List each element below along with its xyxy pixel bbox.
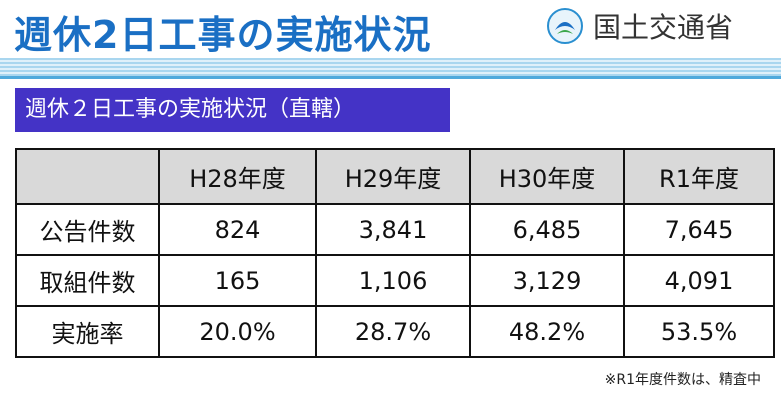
table-cell: 165: [158, 254, 317, 307]
row-header: 実施率: [15, 305, 160, 358]
table-cell: 1,106: [315, 254, 471, 307]
table-cell: 3,129: [469, 254, 625, 307]
row-header: 取組件数: [15, 254, 160, 307]
table-cell: 4,091: [623, 254, 775, 307]
table-row: 実施率 20.0% 28.7% 48.2% 53.5%: [15, 305, 775, 358]
column-header: R1年度: [623, 148, 775, 205]
logo-icon: [547, 8, 583, 44]
table-row: 取組件数 165 1,106 3,129 4,091: [15, 254, 775, 307]
header-line: [0, 76, 781, 79]
table-cell: 53.5%: [623, 305, 775, 358]
table-cell: 7,645: [623, 203, 775, 256]
corner-cell: [15, 148, 160, 205]
column-header: H28年度: [158, 148, 317, 205]
page-title: 週休2日工事の実施状況: [14, 13, 432, 57]
header-band: [0, 58, 781, 78]
header-row: H28年度 H29年度 H30年度 R1年度: [15, 148, 775, 205]
table-cell: 824: [158, 203, 317, 256]
column-header: H29年度: [315, 148, 471, 205]
row-header: 公告件数: [15, 203, 160, 256]
logo-text: 国土交通省: [593, 11, 734, 44]
table-cell: 20.0%: [158, 305, 317, 358]
table-cell: 3,841: [315, 203, 471, 256]
table-cell: 48.2%: [469, 305, 625, 358]
table-row: 公告件数 824 3,841 6,485 7,645: [15, 203, 775, 256]
table-cell: 28.7%: [315, 305, 471, 358]
data-table: H28年度 H29年度 H30年度 R1年度 公告件数 824 3,841 6,485 7,64…: [15, 148, 775, 358]
column-header: H30年度: [469, 148, 625, 205]
section-title: 週休２日工事の実施状況（直轄）: [15, 88, 450, 132]
logo: 国土交通省: [545, 6, 733, 46]
table-cell: 6,485: [469, 203, 625, 256]
footnote: ※R1年度件数は、精査中: [604, 372, 761, 388]
